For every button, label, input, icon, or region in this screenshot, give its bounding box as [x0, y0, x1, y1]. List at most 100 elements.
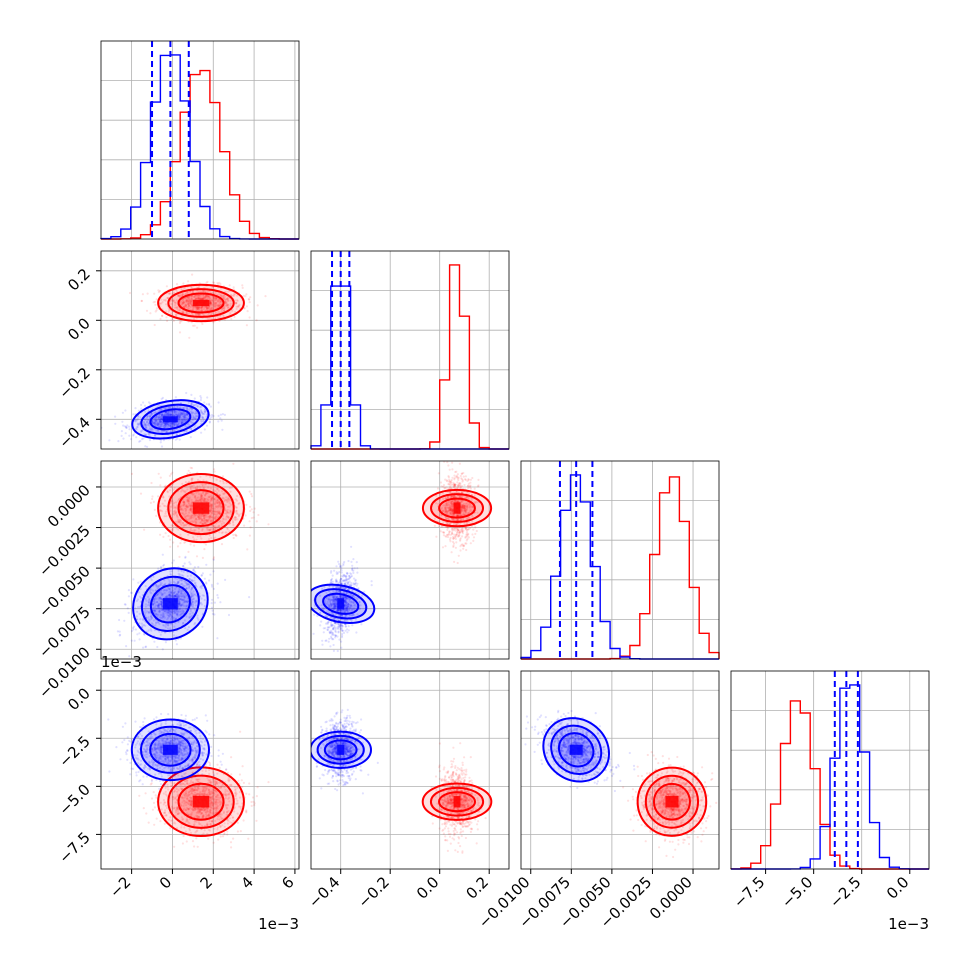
scatter-point-blue [144, 425, 147, 428]
scatter-point-red [208, 297, 211, 300]
scatter-point-blue [194, 412, 197, 415]
scatter-point-blue [159, 417, 162, 421]
scatter-point-red [222, 295, 225, 298]
scatter-point-red [229, 302, 232, 305]
scatter-point-red [250, 516, 253, 520]
scatter-point-blue [180, 413, 183, 416]
scatter-point-red [220, 308, 223, 311]
scatter-point-red [210, 497, 213, 500]
scatter-point-red [186, 298, 189, 301]
scatter-point-red [208, 517, 211, 520]
scatter-point-red [162, 535, 165, 539]
scatter-point-red [206, 499, 210, 502]
scatter-point-red [210, 317, 213, 321]
scatter-point-red [187, 312, 190, 315]
scatter-point-blue [210, 606, 214, 609]
scatter-point-blue [201, 412, 204, 415]
scatter-point-blue [145, 421, 148, 424]
scatter-point-red [190, 514, 193, 517]
scatter-point-red [465, 548, 468, 552]
scatter-point-red [250, 508, 253, 511]
panel-frame [100, 250, 300, 450]
scatter-point-red [200, 537, 203, 540]
scatter-point-red [227, 298, 230, 302]
scatter-point-red [447, 532, 451, 535]
scatter-point-red [228, 502, 231, 505]
scatter-point-red [236, 294, 239, 297]
scatter-point-red [201, 556, 204, 560]
scatter-point-blue [210, 415, 213, 419]
scatter-point-red [214, 518, 218, 521]
scatter-point-red [183, 286, 186, 289]
scatter-point-red [204, 522, 207, 525]
scatter-point-red [439, 530, 442, 533]
scatter-point-red [202, 295, 205, 298]
scatter-point-red [173, 486, 176, 489]
scatter-point-red [181, 482, 184, 485]
scatter-point-red [214, 304, 217, 307]
scatter-point-blue [179, 420, 182, 423]
scatter-point-red [202, 522, 205, 525]
scatter-point-red [200, 306, 203, 309]
scatter-point-red [199, 516, 203, 519]
scatter-point-red [152, 500, 155, 503]
scatter-point-red [216, 300, 219, 303]
scatter-point-blue [168, 414, 172, 417]
density-core-blue [163, 598, 178, 610]
scatter-point-blue [178, 413, 181, 417]
scatter-point-red [179, 294, 182, 298]
scatter-point-red [189, 509, 192, 512]
scatter-point-red [203, 521, 206, 525]
scatter-point-red [181, 489, 184, 492]
scatter-point-blue [136, 426, 139, 429]
scatter-point-red [184, 299, 188, 302]
scatter-point-blue [153, 422, 156, 425]
scatter-point-red [202, 492, 205, 495]
scatter-point-blue [205, 403, 208, 406]
scatter-point-blue [138, 638, 141, 641]
scatter-point-red [186, 506, 189, 509]
scatter-point-blue [181, 419, 185, 422]
scatter-point-red [216, 500, 219, 503]
scatter-point-blue [127, 595, 130, 598]
scatter-point-red [471, 533, 474, 536]
scatter-point-red [188, 515, 191, 518]
scatter-point-red [217, 299, 220, 302]
scatter-point-red [217, 512, 220, 515]
scatter-point-blue [161, 553, 164, 556]
scatter-point-blue [340, 640, 343, 643]
scatter-point-blue [161, 648, 164, 651]
scatter-point-blue [175, 411, 178, 414]
scatter-point-blue [150, 427, 153, 430]
scatter-point-blue [159, 420, 162, 424]
scatter-point-red [236, 518, 239, 521]
scatter-point-red [174, 306, 177, 309]
scatter-point-red [464, 475, 467, 478]
scatter-point-red [183, 504, 186, 507]
scatter-point-red [205, 497, 208, 501]
scatter-point-red [157, 291, 160, 294]
scatter-point-blue [169, 424, 172, 427]
scatter-point-red [208, 317, 211, 320]
scatter-point-red [184, 524, 188, 527]
scatter-point-blue [157, 418, 160, 421]
scatter-point-red [222, 517, 225, 520]
scatter-point-red [219, 282, 222, 286]
scatter-point-red [226, 511, 229, 514]
scatter-point-red [184, 540, 187, 543]
scatter-point-red [218, 501, 221, 505]
scatter-point-blue [190, 421, 193, 424]
scatter-point-blue [166, 414, 170, 417]
scatter-point-red [130, 472, 134, 475]
scatter-point-red [170, 486, 173, 489]
scatter-point-red [225, 516, 228, 519]
scatter-point-blue [183, 416, 186, 419]
scatter-point-red [162, 496, 165, 499]
scatter-point-blue [160, 416, 163, 419]
scatter-point-red [215, 298, 218, 301]
scatter-point-red [194, 521, 197, 524]
scatter-point-blue [144, 433, 148, 436]
scatter-point-red [207, 538, 211, 541]
scatter-point-red [208, 496, 211, 499]
scatter-point-red [226, 297, 229, 300]
